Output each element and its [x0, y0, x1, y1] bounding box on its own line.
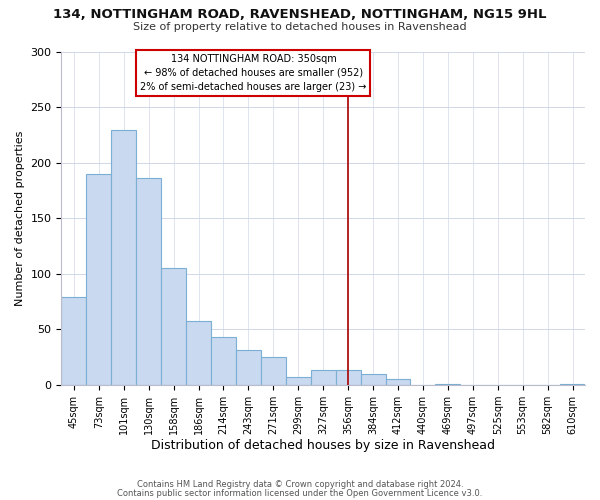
Bar: [361, 374, 386, 384]
Bar: [236, 350, 261, 384]
Text: Contains HM Land Registry data © Crown copyright and database right 2024.: Contains HM Land Registry data © Crown c…: [137, 480, 463, 489]
Text: Contains public sector information licensed under the Open Government Licence v3: Contains public sector information licen…: [118, 488, 482, 498]
Text: 134, NOTTINGHAM ROAD, RAVENSHEAD, NOTTINGHAM, NG15 9HL: 134, NOTTINGHAM ROAD, RAVENSHEAD, NOTTIN…: [53, 8, 547, 20]
Bar: [335, 370, 361, 384]
Bar: [111, 130, 136, 384]
Bar: [186, 322, 211, 384]
Bar: [86, 174, 111, 384]
Bar: [286, 377, 311, 384]
Text: 134 NOTTINGHAM ROAD: 350sqm
← 98% of detached houses are smaller (952)
2% of sem: 134 NOTTINGHAM ROAD: 350sqm ← 98% of det…: [140, 54, 367, 92]
Text: Size of property relative to detached houses in Ravenshead: Size of property relative to detached ho…: [133, 22, 467, 32]
Bar: [61, 297, 86, 384]
Bar: [136, 178, 161, 384]
Bar: [161, 268, 186, 384]
Bar: [211, 337, 236, 384]
Bar: [311, 370, 335, 384]
Y-axis label: Number of detached properties: Number of detached properties: [15, 130, 25, 306]
Bar: [261, 357, 286, 384]
X-axis label: Distribution of detached houses by size in Ravenshead: Distribution of detached houses by size …: [151, 440, 495, 452]
Bar: [386, 379, 410, 384]
